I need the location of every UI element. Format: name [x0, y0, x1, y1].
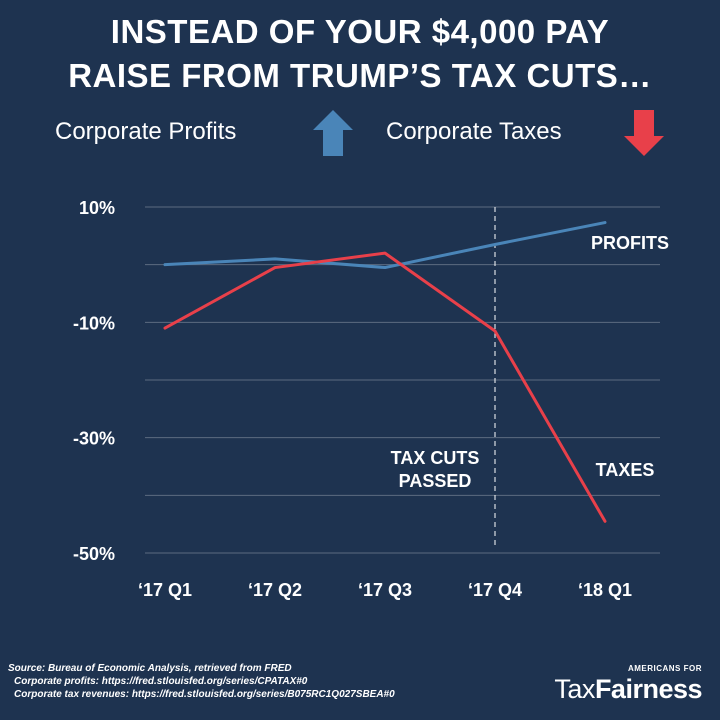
down-arrow-icon — [624, 110, 664, 156]
americans-for-tax-fairness-logo: AMERICANS FOR TaxFairness — [554, 664, 702, 704]
y-tick-label: -30% — [73, 429, 115, 449]
headline: INSTEAD OF YOUR $4,000 PAY RAISE FROM TR… — [0, 10, 720, 98]
logo-tagline: AMERICANS FOR — [627, 664, 702, 673]
logo-wordmark: TaxFairness — [554, 674, 702, 704]
legend-taxes-label: Corporate Taxes — [386, 118, 562, 145]
source-line-3: Corporate tax revenues: https://fred.stl… — [14, 689, 395, 700]
y-tick-label: 10% — [79, 198, 115, 218]
series-line-profits — [163, 221, 607, 270]
series-line-taxes — [163, 251, 607, 523]
x-tick-label: ‘17 Q1 — [138, 580, 192, 600]
source-line-2: Corporate profits: https://fred.stlouisf… — [14, 676, 308, 687]
source-line-1: Source: Bureau of Economic Analysis, ret… — [8, 663, 292, 674]
legend-profits-label: Corporate Profits — [55, 118, 237, 145]
tax-cuts-annotation: TAX CUTS — [391, 448, 480, 468]
up-arrow-icon — [313, 110, 353, 156]
logo-tax: Tax — [554, 674, 595, 704]
tax-cuts-annotation: PASSED — [399, 471, 472, 491]
y-tick-label: -50% — [73, 544, 115, 564]
headline-line-1: INSTEAD OF YOUR $4,000 PAY — [110, 13, 610, 50]
series-label-profits: PROFITS — [591, 233, 669, 253]
x-tick-label: ‘17 Q2 — [248, 580, 302, 600]
series-label-taxes: TAXES — [596, 460, 655, 480]
x-tick-label: ‘18 Q1 — [578, 580, 632, 600]
y-tick-label: -10% — [73, 313, 115, 333]
x-tick-label: ‘17 Q3 — [358, 580, 412, 600]
line-chart: TAX CUTS PASSED 10% -10% -30% -50% ‘17 Q1 ‘17 … — [73, 198, 669, 600]
logo-fairness: Fairness — [594, 674, 703, 704]
source-note: Source: Bureau of Economic Analysis, ret… — [8, 662, 395, 701]
headline-line-2: RAISE FROM TRUMP’S TAX CUTS… — [68, 57, 652, 94]
x-tick-label: ‘17 Q4 — [468, 580, 522, 600]
